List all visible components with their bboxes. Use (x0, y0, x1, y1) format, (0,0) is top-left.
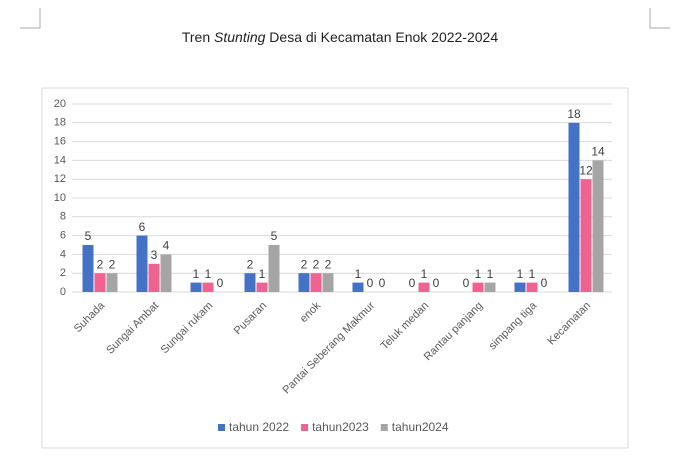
bar (136, 235, 148, 292)
bar (310, 273, 322, 292)
data-label: 0 (379, 276, 386, 290)
title-part: Tren (182, 29, 210, 45)
y-tick-label: 10 (54, 192, 66, 204)
legend-label: tahun 2022 (229, 420, 289, 434)
y-tick-label: 12 (54, 173, 66, 185)
bar (568, 122, 580, 292)
bar (256, 282, 268, 292)
y-tick-label: 4 (60, 248, 66, 260)
y-tick-label: 14 (54, 154, 66, 166)
data-label: 14 (591, 145, 605, 159)
title-part: Desa di Kecamatan Enok 2022-2024 (269, 29, 498, 45)
bar (580, 179, 592, 292)
data-label: 3 (151, 248, 158, 262)
bar (244, 273, 256, 292)
legend-swatch (301, 424, 309, 431)
bar (94, 273, 106, 292)
bar (322, 273, 334, 292)
data-label: 0 (463, 276, 470, 290)
legend-label: tahun2024 (392, 420, 449, 434)
data-label: 0 (541, 276, 548, 290)
data-label: 2 (325, 257, 332, 271)
bar (106, 273, 118, 292)
bar (268, 245, 280, 292)
data-label: 0 (433, 276, 440, 290)
bar (190, 282, 202, 292)
bar (82, 245, 94, 292)
data-label: 0 (409, 276, 416, 290)
bar (514, 282, 526, 292)
title-part: Stunting (214, 29, 266, 45)
data-label: 1 (355, 267, 362, 281)
y-tick-label: 16 (54, 136, 66, 148)
data-label: 2 (247, 257, 254, 271)
bar (148, 263, 160, 292)
bar (484, 282, 496, 292)
legend-swatch (218, 424, 225, 431)
data-label: 1 (205, 267, 212, 281)
bar (160, 254, 172, 292)
data-label: 2 (109, 257, 116, 271)
data-label: 5 (271, 229, 278, 243)
bar (526, 282, 538, 292)
data-label: 1 (193, 267, 200, 281)
data-label: 1 (529, 267, 536, 281)
data-label: 12 (579, 163, 593, 177)
data-label: 18 (567, 107, 581, 121)
data-label: 0 (217, 276, 224, 290)
y-tick-label: 0 (60, 286, 66, 298)
legend-swatch (380, 424, 388, 431)
data-label: 6 (139, 220, 146, 234)
bar (472, 282, 484, 292)
bar (418, 282, 430, 292)
data-label: 1 (517, 267, 524, 281)
corner-mark (20, 8, 41, 29)
data-label: 0 (367, 276, 374, 290)
data-label: 2 (313, 257, 320, 271)
data-label: 1 (475, 267, 482, 281)
data-label: 2 (301, 257, 308, 271)
data-label: 4 (163, 239, 170, 253)
data-label: 1 (259, 267, 266, 281)
chart-title: Tren Stunting Desa di Kecamatan Enok 202… (182, 29, 498, 45)
y-tick-label: 8 (60, 211, 66, 223)
bar (298, 273, 310, 292)
bar (202, 282, 214, 292)
y-tick-label: 18 (54, 117, 66, 129)
data-label: 1 (487, 267, 494, 281)
bar (592, 160, 604, 292)
y-tick-label: 6 (60, 230, 66, 242)
y-tick-label: 2 (60, 267, 66, 279)
data-label: 5 (85, 229, 92, 243)
data-label: 2 (97, 257, 104, 271)
data-label: 1 (421, 267, 428, 281)
bar (352, 282, 364, 292)
legend-label: tahun2023 (312, 420, 369, 434)
corner-mark (649, 8, 670, 29)
y-tick-label: 20 (54, 98, 66, 110)
